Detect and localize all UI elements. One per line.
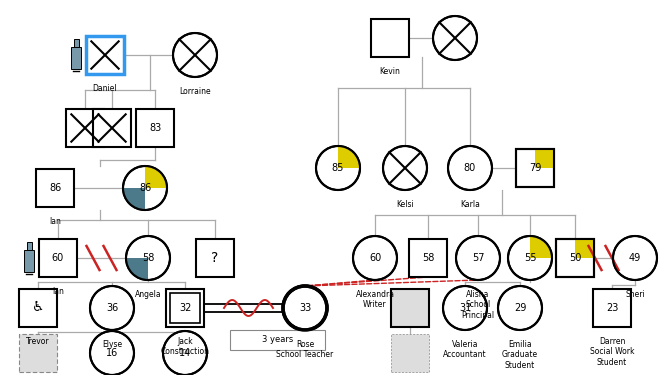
Circle shape	[163, 331, 207, 375]
Bar	[36, 169, 74, 207]
Text: 86: 86	[49, 183, 61, 193]
Text: 3 years: 3 years	[262, 336, 293, 345]
Text: Darren
Social Work
Student: Darren Social Work Student	[590, 337, 634, 367]
Text: 14: 14	[179, 348, 191, 358]
Text: Alexandra
Writer: Alexandra Writer	[355, 290, 394, 309]
Text: Sheri: Sheri	[625, 290, 645, 299]
Bar	[391, 289, 429, 327]
Text: 86: 86	[139, 183, 151, 193]
Circle shape	[498, 286, 542, 330]
Bar	[409, 239, 447, 277]
Text: 80: 80	[464, 163, 476, 173]
Text: Karla: Karla	[460, 200, 480, 209]
Circle shape	[443, 286, 487, 330]
Text: Daniel: Daniel	[93, 84, 118, 93]
Bar	[93, 109, 131, 147]
Text: 49: 49	[629, 253, 641, 263]
Text: 16: 16	[106, 348, 118, 358]
Polygon shape	[126, 258, 148, 280]
Circle shape	[383, 146, 427, 190]
Text: 50: 50	[569, 253, 581, 263]
Text: 58: 58	[422, 253, 434, 263]
Text: ?: ?	[212, 251, 218, 265]
Text: 33: 33	[299, 303, 311, 313]
Bar	[556, 239, 594, 277]
Circle shape	[90, 331, 134, 375]
Bar	[71, 47, 81, 69]
Circle shape	[126, 236, 170, 280]
Polygon shape	[338, 146, 360, 168]
Circle shape	[90, 286, 134, 330]
Text: 31: 31	[459, 303, 471, 313]
Text: Jack
Construction: Jack Construction	[161, 337, 210, 356]
Text: 85: 85	[332, 163, 344, 173]
Bar	[86, 36, 124, 74]
Text: Elyse: Elyse	[102, 340, 122, 349]
Bar	[166, 289, 204, 327]
Bar	[556, 239, 594, 277]
Text: 23: 23	[606, 303, 618, 313]
Text: Emilia
Graduate
Student: Emilia Graduate Student	[502, 340, 538, 370]
Bar	[39, 239, 77, 277]
Text: Alisha
School
Principal: Alisha School Principal	[462, 290, 495, 320]
Text: Ian: Ian	[49, 217, 61, 226]
Text: 83: 83	[149, 123, 161, 133]
Circle shape	[283, 286, 327, 330]
Text: 55: 55	[523, 253, 536, 263]
Bar	[26, 242, 32, 250]
Circle shape	[433, 16, 477, 60]
Text: Kelsi: Kelsi	[396, 200, 414, 209]
Circle shape	[316, 146, 360, 190]
Text: 29: 29	[514, 303, 526, 313]
Bar	[24, 250, 34, 272]
Bar	[230, 330, 325, 350]
Text: Valeria
Accountant: Valeria Accountant	[444, 340, 487, 359]
Circle shape	[123, 166, 167, 210]
Bar	[196, 239, 234, 277]
Bar	[516, 149, 554, 187]
Bar	[73, 39, 79, 47]
Polygon shape	[535, 149, 554, 168]
Text: ♿: ♿	[32, 300, 44, 314]
Text: 58: 58	[142, 253, 154, 263]
Polygon shape	[575, 239, 594, 258]
Bar	[136, 109, 174, 147]
Text: 79: 79	[529, 163, 541, 173]
Bar	[66, 109, 104, 147]
Circle shape	[456, 236, 500, 280]
Polygon shape	[123, 188, 145, 210]
Bar	[371, 19, 409, 57]
Text: 32: 32	[179, 303, 192, 313]
Text: 60: 60	[369, 253, 381, 263]
Text: Ian: Ian	[52, 287, 64, 296]
Text: Angela: Angela	[134, 290, 161, 299]
Text: 36: 36	[106, 303, 118, 313]
Bar	[170, 293, 200, 323]
Circle shape	[353, 236, 397, 280]
Circle shape	[508, 236, 552, 280]
Text: Kevin: Kevin	[380, 67, 401, 76]
Polygon shape	[145, 166, 167, 188]
Bar	[593, 289, 631, 327]
Text: 60: 60	[52, 253, 64, 263]
Circle shape	[448, 146, 492, 190]
Bar	[516, 149, 554, 187]
Circle shape	[613, 236, 657, 280]
Polygon shape	[530, 236, 552, 258]
Circle shape	[173, 33, 217, 77]
Bar	[19, 289, 57, 327]
Text: Lorraine: Lorraine	[179, 87, 211, 96]
Text: 57: 57	[472, 253, 485, 263]
Text: Rose
School Teacher: Rose School Teacher	[276, 340, 333, 359]
Bar	[391, 334, 429, 372]
Text: Trevor: Trevor	[26, 337, 50, 346]
Bar	[19, 334, 57, 372]
